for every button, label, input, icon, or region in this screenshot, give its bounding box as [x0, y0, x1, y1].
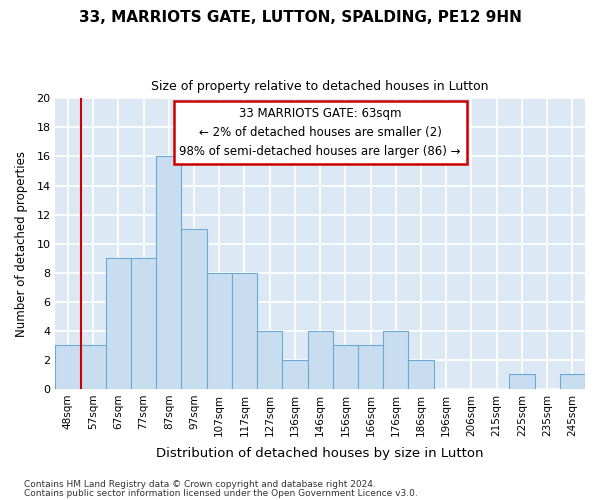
Bar: [232, 272, 257, 389]
Bar: [308, 331, 333, 389]
Text: Contains public sector information licensed under the Open Government Licence v3: Contains public sector information licen…: [24, 489, 418, 498]
Bar: [181, 229, 206, 389]
Bar: [257, 331, 283, 389]
Bar: [358, 346, 383, 389]
Bar: [409, 360, 434, 389]
Bar: [560, 374, 585, 389]
Bar: [283, 360, 308, 389]
Bar: [509, 374, 535, 389]
Bar: [80, 346, 106, 389]
Title: Size of property relative to detached houses in Lutton: Size of property relative to detached ho…: [151, 80, 489, 93]
Bar: [106, 258, 131, 389]
Bar: [156, 156, 181, 389]
Bar: [206, 272, 232, 389]
X-axis label: Distribution of detached houses by size in Lutton: Distribution of detached houses by size …: [157, 447, 484, 460]
Text: Contains HM Land Registry data © Crown copyright and database right 2024.: Contains HM Land Registry data © Crown c…: [24, 480, 376, 489]
Bar: [333, 346, 358, 389]
Bar: [55, 346, 80, 389]
Bar: [383, 331, 409, 389]
Y-axis label: Number of detached properties: Number of detached properties: [15, 150, 28, 336]
Text: 33 MARRIOTS GATE: 63sqm
← 2% of detached houses are smaller (2)
98% of semi-deta: 33 MARRIOTS GATE: 63sqm ← 2% of detached…: [179, 107, 461, 158]
Bar: [131, 258, 156, 389]
Text: 33, MARRIOTS GATE, LUTTON, SPALDING, PE12 9HN: 33, MARRIOTS GATE, LUTTON, SPALDING, PE1…: [79, 10, 521, 25]
